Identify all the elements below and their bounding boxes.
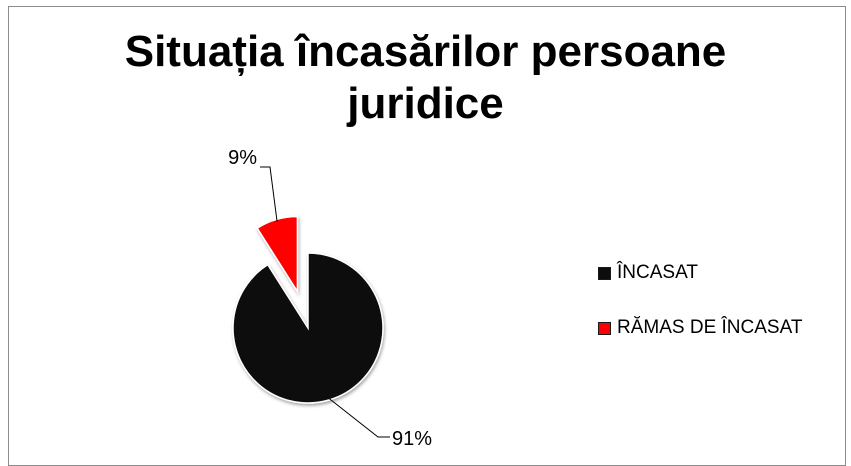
leader-line-incasat <box>327 397 390 438</box>
pie-chart: 91% 9% <box>228 147 432 450</box>
legend-label-incasat: ÎNCASAT <box>617 262 698 283</box>
legend-swatch-incasat <box>598 266 611 280</box>
data-label-incasat: 91% <box>392 428 432 450</box>
chart-area <box>8 6 846 466</box>
legend: ÎNCASAT RĂMAS DE ÎNCASAT <box>598 258 802 368</box>
leader-line-ramas-de-incasat <box>260 166 278 222</box>
legend-label-ramas-de-incasat: RĂMAS DE ÎNCASAT <box>617 317 803 338</box>
legend-swatch-ramas-de-incasat <box>598 321 611 335</box>
data-label-ramas-de-incasat: 9% <box>228 147 257 169</box>
slice-incasat <box>232 252 384 404</box>
legend-item-incasat: ÎNCASAT <box>598 258 802 288</box>
chart-title: Situația încasărilor persoane juridice <box>124 27 727 128</box>
legend-item-ramas-de-incasat: RĂMAS DE ÎNCASAT <box>598 313 802 343</box>
